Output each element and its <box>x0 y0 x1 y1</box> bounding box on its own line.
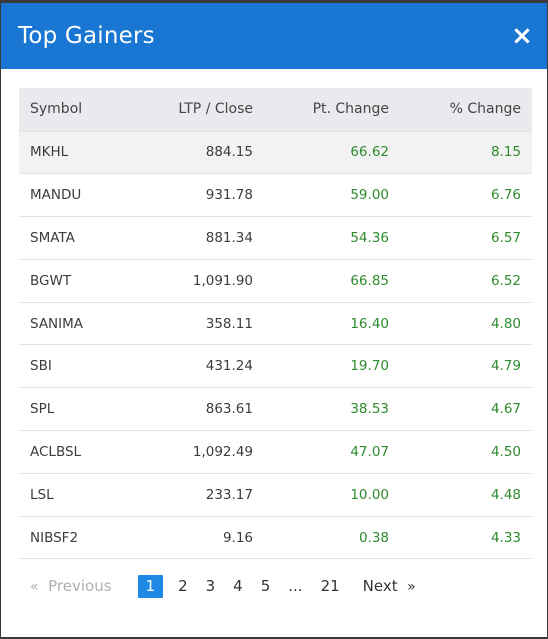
column-header-pct-change[interactable]: % Change <box>389 88 532 132</box>
table-row[interactable]: NIBSF2 9.16 0.38 4.33 <box>19 516 532 560</box>
previous-page-button[interactable]: « Previous <box>21 575 128 598</box>
pt-change-cell: 54.36 <box>253 216 389 260</box>
modal-header: Top Gainers × <box>1 3 547 69</box>
page-1-button[interactable]: 1 <box>137 575 164 598</box>
pt-change-cell: 0.38 <box>253 516 389 560</box>
pct-change-cell: 4.50 <box>389 430 532 474</box>
pt-change-cell: 47.07 <box>253 430 389 474</box>
ltp-cell: 233.17 <box>139 473 253 517</box>
symbol-cell[interactable]: SMATA <box>19 216 139 260</box>
pt-change-cell: 66.62 <box>253 131 389 175</box>
pct-change-cell: 4.48 <box>389 473 532 517</box>
page-2-button[interactable]: 2 <box>178 577 188 595</box>
page-4-button[interactable]: 4 <box>233 577 243 595</box>
pagination-ellipsis: ... <box>288 577 303 595</box>
table-row[interactable]: SANIMA 358.11 16.40 4.80 <box>19 302 532 346</box>
symbol-cell[interactable]: MANDU <box>19 173 139 218</box>
ltp-cell: 431.24 <box>139 344 253 389</box>
pct-change-cell: 4.33 <box>389 516 532 560</box>
pt-change-cell: 59.00 <box>253 173 389 218</box>
column-header-symbol[interactable]: Symbol <box>19 88 139 132</box>
pct-change-cell: 4.67 <box>389 387 532 432</box>
table-row[interactable]: MANDU 931.78 59.00 6.76 <box>19 173 532 218</box>
ltp-cell: 9.16 <box>139 516 253 560</box>
pt-change-cell: 16.40 <box>253 302 389 346</box>
symbol-cell[interactable]: ACLBSL <box>19 430 139 474</box>
symbol-cell[interactable]: LSL <box>19 473 139 517</box>
page-21-button[interactable]: 21 <box>320 577 340 595</box>
pagination: « Previous 1 2 3 4 5... 21 Next » <box>21 575 425 598</box>
table-row[interactable]: BGWT 1,091.90 66.85 6.52 <box>19 259 532 303</box>
next-label: Next <box>362 577 398 595</box>
close-icon[interactable]: × <box>511 21 533 51</box>
symbol-cell[interactable]: MKHL <box>19 131 139 175</box>
table-row[interactable]: SBI 431.24 19.70 4.79 <box>19 344 532 389</box>
ltp-cell: 881.34 <box>139 216 253 260</box>
page-3-button[interactable]: 3 <box>205 577 216 595</box>
ltp-cell: 1,092.49 <box>139 430 253 474</box>
gainers-table: Symbol LTP / Close Pt. Change % Change M… <box>19 88 532 560</box>
ltp-cell: 863.61 <box>139 387 253 432</box>
symbol-cell[interactable]: SANIMA <box>19 302 139 346</box>
ltp-cell: 358.11 <box>139 302 253 346</box>
table-header-row: Symbol LTP / Close Pt. Change % Change <box>19 88 532 132</box>
ltp-cell: 931.78 <box>139 173 253 218</box>
previous-arrow-icon: « <box>30 579 39 595</box>
top-gainers-modal: Top Gainers × Symbol LTP / Close Pt. Cha… <box>1 3 547 637</box>
table-row[interactable]: LSL 233.17 10.00 4.48 <box>19 473 532 517</box>
pt-change-cell: 19.70 <box>253 344 389 389</box>
next-page-button[interactable]: Next » <box>349 575 425 598</box>
table-row[interactable]: SMATA 881.34 54.36 6.57 <box>19 216 532 260</box>
pt-change-cell: 38.53 <box>253 387 389 432</box>
next-arrow-icon: » <box>407 579 416 595</box>
page-5-button[interactable]: 5 <box>260 577 271 595</box>
column-header-pt-change[interactable]: Pt. Change <box>253 88 389 132</box>
modal-title: Top Gainers <box>18 23 155 49</box>
pct-change-cell: 6.52 <box>389 259 532 303</box>
table-row[interactable]: ACLBSL 1,092.49 47.07 4.50 <box>19 430 532 474</box>
pct-change-cell: 6.76 <box>389 173 532 218</box>
pct-change-cell: 6.57 <box>389 216 532 260</box>
ltp-cell: 884.15 <box>139 131 253 175</box>
gainers-table-container: Symbol LTP / Close Pt. Change % Change M… <box>19 88 532 560</box>
ltp-cell: 1,091.90 <box>139 259 253 303</box>
symbol-cell[interactable]: SPL <box>19 387 139 432</box>
pt-change-cell: 10.00 <box>253 473 389 517</box>
table-row[interactable]: MKHL 884.15 66.62 8.15 <box>19 131 532 175</box>
page-number-list: 1 2 3 4 5... 21 <box>128 575 349 598</box>
pct-change-cell: 4.79 <box>389 344 532 389</box>
column-header-ltp[interactable]: LTP / Close <box>139 88 253 132</box>
previous-label: Previous <box>48 577 112 595</box>
pt-change-cell: 66.85 <box>253 259 389 303</box>
table-row[interactable]: SPL 863.61 38.53 4.67 <box>19 387 532 432</box>
pct-change-cell: 4.80 <box>389 302 532 346</box>
symbol-cell[interactable]: SBI <box>19 344 139 389</box>
symbol-cell[interactable]: BGWT <box>19 259 139 303</box>
pct-change-cell: 8.15 <box>389 131 532 175</box>
symbol-cell[interactable]: NIBSF2 <box>19 516 139 560</box>
